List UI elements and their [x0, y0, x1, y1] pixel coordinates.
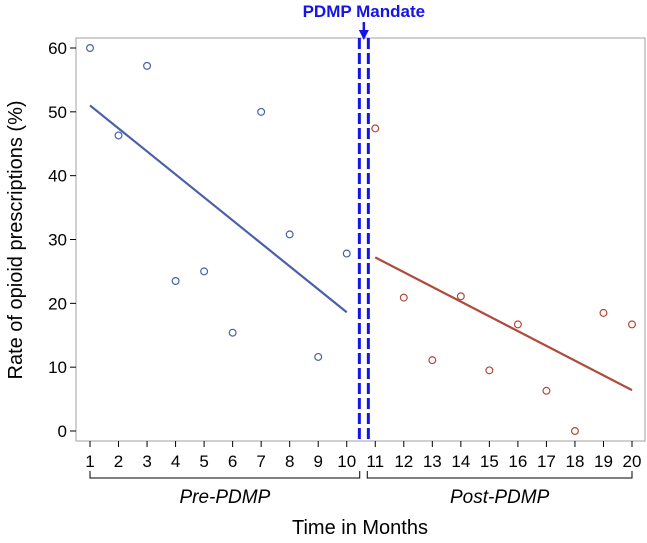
trend-line [374, 256, 633, 392]
data-point [200, 267, 209, 276]
x-tick-label: 3 [142, 452, 151, 471]
data-point [314, 352, 323, 361]
y-tick-label: 50 [48, 103, 67, 122]
x-tick-label: 7 [256, 452, 265, 471]
data-point [228, 328, 237, 337]
y-tick-label: 30 [48, 231, 67, 250]
data-point [456, 292, 465, 301]
x-tick-label: 19 [594, 452, 613, 471]
data-point [542, 386, 551, 395]
data-point [599, 308, 608, 317]
mandate-arrow-head [358, 30, 369, 40]
mandate-label: PDMP Mandate [303, 2, 426, 21]
data-point [399, 293, 408, 302]
data-point [285, 230, 294, 239]
x-tick-label: 9 [313, 452, 322, 471]
post-period-label: Post-PDMP [450, 487, 550, 508]
pre-period-label: Pre-PDMP [179, 487, 270, 508]
data-point [570, 427, 579, 436]
x-tick-label: 18 [565, 452, 584, 471]
x-tick-label: 6 [228, 452, 237, 471]
pre-period-bracket [89, 471, 361, 479]
y-axis: 0 10 20 30 40 50 60 [48, 39, 76, 441]
x-tick-label: 15 [480, 452, 499, 471]
y-tick-label: 60 [48, 39, 67, 58]
data-point [257, 107, 266, 116]
post-period-bracket [366, 471, 633, 479]
x-axis-title: Time in Months [292, 517, 428, 539]
x-tick-label: 16 [508, 452, 527, 471]
x-tick-label: 20 [623, 452, 642, 471]
data-point [342, 249, 351, 258]
x-tick-label: 4 [171, 452, 180, 471]
period-brackets: Pre-PDMP Post-PDMP [89, 471, 633, 508]
y-tick-label: 20 [48, 294, 67, 313]
x-tick-label: 17 [537, 452, 556, 471]
data-point [428, 356, 437, 365]
data-point [371, 124, 380, 133]
x-tick-label: 1 [85, 452, 94, 471]
y-tick-label: 10 [48, 358, 67, 377]
data-point [171, 276, 180, 285]
x-tick-label: 10 [337, 452, 356, 471]
intervention-marker: PDMP Mandate [303, 2, 426, 441]
x-tick-label: 11 [366, 452, 384, 471]
trend-lines [89, 104, 633, 392]
y-tick-label: 0 [58, 422, 67, 441]
x-tick-label: 5 [199, 452, 208, 471]
data-point [485, 366, 494, 375]
data-point [114, 131, 123, 140]
data-point [627, 320, 636, 329]
x-tick-label: 14 [451, 452, 470, 471]
x-tick-label: 8 [285, 452, 294, 471]
x-tick-label: 2 [114, 452, 123, 471]
y-axis-title: Rate of opioid prescriptions (%) [5, 100, 27, 379]
data-point [85, 43, 94, 52]
y-tick-label: 40 [48, 167, 67, 186]
data-points [85, 43, 636, 436]
x-tick-label: 12 [394, 452, 413, 471]
x-tick-label: 13 [423, 452, 442, 471]
trend-line [89, 104, 348, 314]
x-axis: 1 2 3 4 5 6 7 8 9 10 11 12 13 14 15 16 17 18 19 20 [85, 441, 641, 471]
data-point [513, 320, 522, 329]
data-point [143, 61, 152, 70]
